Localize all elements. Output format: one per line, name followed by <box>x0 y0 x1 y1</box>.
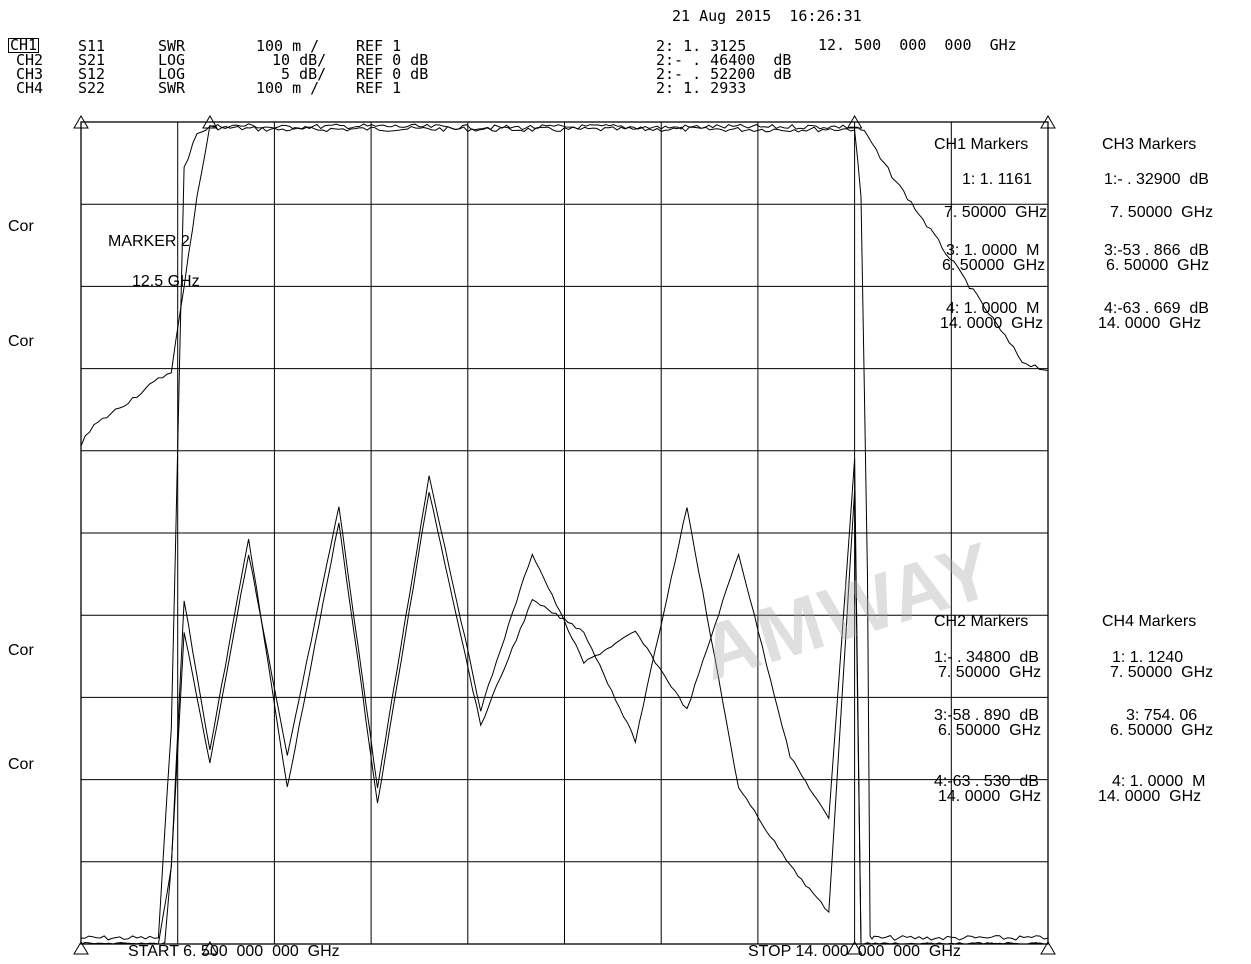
ch4-marker4-freq: 14. 0000 GHz <box>1098 788 1202 805</box>
ch4-markers-title: CH4 Markers <box>1102 613 1197 630</box>
ch3-param: S12 <box>78 65 106 83</box>
ch2-marker2-value: 2:- . 46400 dB <box>656 51 792 69</box>
marker-triangle <box>1040 115 1056 129</box>
cor-label: Cor <box>8 218 34 235</box>
ch3-format: LOG <box>158 65 186 83</box>
trace-group <box>80 123 1049 945</box>
ch4-scale: 100 m / <box>256 79 320 97</box>
ch4-marker3-freq: 6. 50000 GHz <box>1110 722 1214 739</box>
ch1-marker4-freq: 14. 0000 GHz <box>940 315 1044 332</box>
ch3-scale: 5 dB/ <box>281 65 327 83</box>
ch2-marker4-freq: 14. 0000 GHz <box>938 788 1042 805</box>
ch4-marker4-value: 4: 1. 0000 M <box>1112 773 1206 790</box>
ch3-markers-title: CH3 Markers <box>1102 136 1197 153</box>
ch3-label[interactable]: CH3 <box>16 65 44 83</box>
stop-frequency: STOP 14. 000 000 000 GHz <box>748 943 961 960</box>
datetime: 21 Aug 2015 16:26:31 <box>672 7 862 25</box>
marker-group <box>73 115 1056 955</box>
marker-triangle <box>1040 941 1056 955</box>
ch1-marker4-value: 4: 1. 0000 M <box>946 300 1040 317</box>
ch1-param: S11 <box>78 37 106 55</box>
ch2-markers-title: CH2 Markers <box>934 613 1029 630</box>
ch2-scale: 10 dB/ <box>272 51 327 69</box>
ch2-marker1-value: 1:- . 34800 dB <box>934 649 1039 666</box>
ch1-label[interactable]: CH1 <box>8 36 40 54</box>
marker-triangle <box>846 941 863 955</box>
start-frequency: START 6. 500 000 000 GHz <box>128 943 340 960</box>
ch3-marker3-freq: 6. 50000 GHz <box>1106 257 1210 274</box>
marker-triangle <box>202 941 218 955</box>
marker-triangle <box>73 115 89 129</box>
ch2-marker4-value: 4:-63 . 530 dB <box>934 773 1039 790</box>
ch2-marker1-freq: 7. 50000 GHz <box>938 664 1042 681</box>
ch3-marker4-value: 4:-63 . 669 dB <box>1104 300 1209 317</box>
ch1-marker2-value: 2: 1. 3125 <box>656 37 747 55</box>
ch4-label[interactable]: CH4 <box>16 79 44 97</box>
ch3-ref: REF 0 dB <box>356 65 429 83</box>
ch1-marker3-value: 3: 1. 0000 M <box>946 242 1040 259</box>
ch1-ref: REF 1 <box>356 37 402 55</box>
cor-label: Cor <box>8 333 34 350</box>
plot-grid <box>80 121 1049 945</box>
marker-triangle <box>846 115 863 129</box>
ch1-marker3-freq: 6. 50000 GHz <box>942 257 1046 274</box>
ch1-marker1-value: 1: 1. 1161 <box>962 171 1032 188</box>
ch3-marker1-value: 1:- . 32900 dB <box>1104 171 1209 188</box>
ch2-marker3-value: 3:-58 . 890 dB <box>934 707 1039 724</box>
ch2-label[interactable]: CH2 <box>16 51 44 69</box>
ch1-marker1-freq: 7. 50000 GHz <box>944 204 1048 221</box>
trace-s22 <box>80 490 1048 945</box>
ch4-format: SWR <box>158 79 186 97</box>
cor-label: Cor <box>8 642 34 659</box>
ch4-marker1-freq: 7. 50000 GHz <box>1110 664 1214 681</box>
ch4-marker1-value: 1: 1. 1240 <box>1112 649 1184 666</box>
marker-frequency: 12. 500 000 000 GHz <box>818 36 1017 54</box>
cor-label: Cor <box>8 756 34 773</box>
trace-s11 <box>80 458 1048 945</box>
marker-triangle <box>202 115 218 129</box>
ch4-marker3-value: 3: 754. 06 <box>1126 707 1198 724</box>
trace-s12 <box>80 123 1049 447</box>
ch2-marker3-freq: 6. 50000 GHz <box>938 722 1042 739</box>
ch2-format: LOG <box>158 51 186 69</box>
ch3-marker3-value: 3:-53 . 866 dB <box>1104 242 1209 259</box>
ch1-scale: 100 m / <box>256 37 320 55</box>
marker-triangle <box>73 941 89 955</box>
ch3-marker4-freq: 14. 0000 GHz <box>1098 315 1202 332</box>
marker-note-title: MARKER 2 <box>108 233 190 250</box>
ch4-marker2-value: 2: 1. 2933 <box>656 79 747 97</box>
marker-note-freq: 12.5 GHz <box>132 273 200 290</box>
ch3-marker2-value: 2:- . 52200 dB <box>656 65 792 83</box>
ch2-ref: REF 0 dB <box>356 51 429 69</box>
ch1-format: SWR <box>158 37 186 55</box>
ch4-param: S22 <box>78 79 106 97</box>
ch1-markers-title: CH1 Markers <box>934 136 1029 153</box>
ch2-param: S21 <box>78 51 106 69</box>
ch3-marker1-freq: 7. 50000 GHz <box>1110 204 1214 221</box>
ch4-ref: REF 1 <box>356 79 402 97</box>
